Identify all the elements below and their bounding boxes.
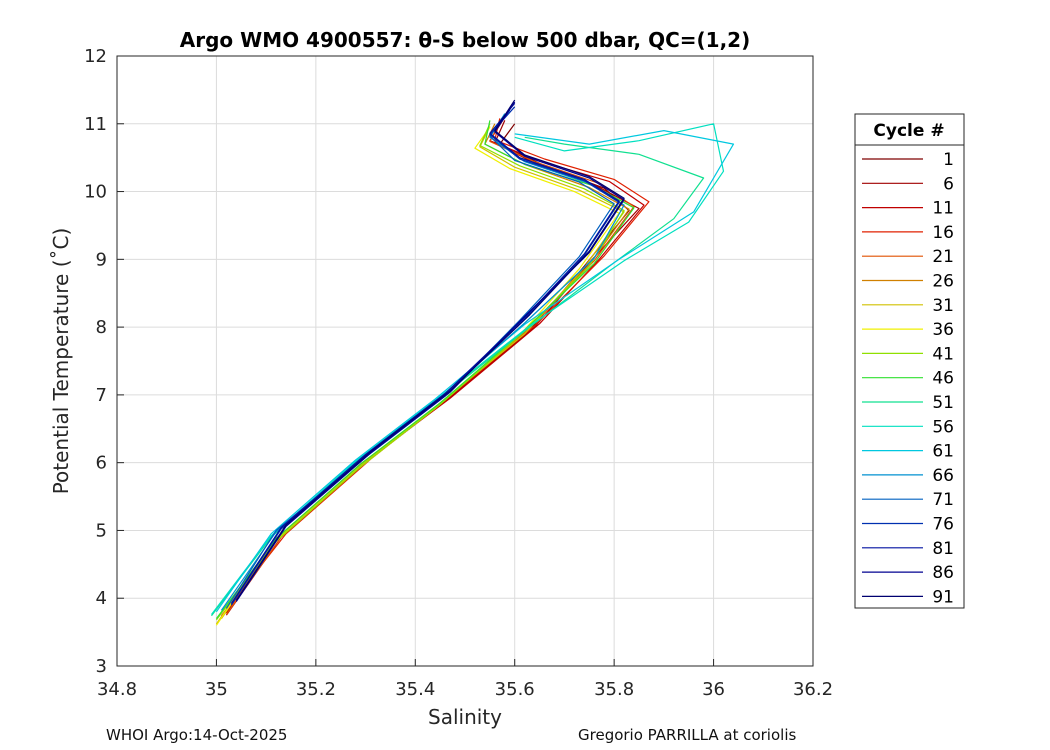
x-axis-label: Salinity (428, 705, 502, 729)
y-tick-label: 7 (96, 385, 107, 406)
tick-layer: 34.8 35 35.2 35.4 35.6 35.8 36 36.2 3 4 5 6 7 8 9 10 11 1… (84, 46, 833, 700)
y-tick-label: 5 (96, 520, 107, 541)
y-tick-label: 6 (96, 453, 107, 474)
y-tick-label: 4 (96, 588, 107, 609)
series-line-cycle-81 (230, 103, 620, 604)
legend-label: 41 (932, 344, 954, 364)
x-tick-label: 35.6 (495, 679, 535, 700)
legend-label: 76 (932, 515, 954, 535)
y-axis-label: Potential Temperature (˚C) (49, 228, 73, 495)
series-line-cycle-56 (211, 123, 725, 615)
y-tick-label: 9 (96, 249, 107, 270)
legend-box (854, 113, 965, 609)
legend-label: 46 (932, 369, 954, 389)
series-line-cycle-61 (215, 130, 735, 613)
plot-area (117, 56, 813, 666)
series-line-cycle-91 (235, 99, 625, 601)
series-line-cycle-16 (220, 118, 650, 617)
x-tick-label: 35.2 (296, 679, 336, 700)
series-line-cycle-86 (235, 101, 625, 602)
x-tick-label: 34.8 (97, 679, 137, 700)
y-tick-label: 10 (84, 182, 107, 203)
footer-credit-left: WHOI Argo:14-Oct-2025 (106, 726, 288, 744)
series-line-cycle-41 (215, 123, 625, 621)
series-layer (211, 99, 735, 626)
x-tick-label: 35.4 (395, 679, 435, 700)
legend-label: 61 (932, 442, 954, 462)
legend-label: 81 (932, 539, 954, 559)
legend-label: 1 (943, 150, 954, 170)
legend-label: 51 (932, 393, 954, 413)
y-tick-label: 11 (84, 114, 107, 135)
x-tick-label: 36.2 (793, 679, 833, 700)
legend-label: 66 (932, 466, 954, 486)
legend-label: 16 (932, 223, 954, 243)
legend-title: Cycle # (873, 121, 944, 141)
x-tick-label: 35.8 (594, 679, 634, 700)
legend: Cycle # 16111621263136414651566166717681… (854, 113, 965, 609)
legend-label: 56 (932, 417, 954, 437)
plot-frame (116, 55, 814, 667)
y-tick-label: 8 (96, 317, 107, 338)
legend-label: 11 (932, 199, 954, 219)
legend-label: 21 (932, 247, 954, 267)
legend-label: 31 (932, 296, 954, 316)
footer-credit-right: Gregorio PARRILLA at coriolis (578, 726, 797, 744)
x-tick-label: 35 (205, 679, 228, 700)
y-tick-label: 12 (84, 46, 107, 67)
legend-label: 71 (932, 490, 954, 510)
legend-label: 26 (932, 272, 954, 292)
legend-label: 36 (932, 320, 954, 340)
legend-label: 6 (943, 174, 954, 194)
y-tick-label: 3 (96, 656, 107, 677)
x-tick-label: 36 (702, 679, 725, 700)
legend-label: 86 (932, 563, 954, 583)
legend-label: 91 (932, 587, 954, 607)
chart-title: Argo WMO 4900557: θ-S below 500 dbar, QC… (180, 28, 750, 52)
